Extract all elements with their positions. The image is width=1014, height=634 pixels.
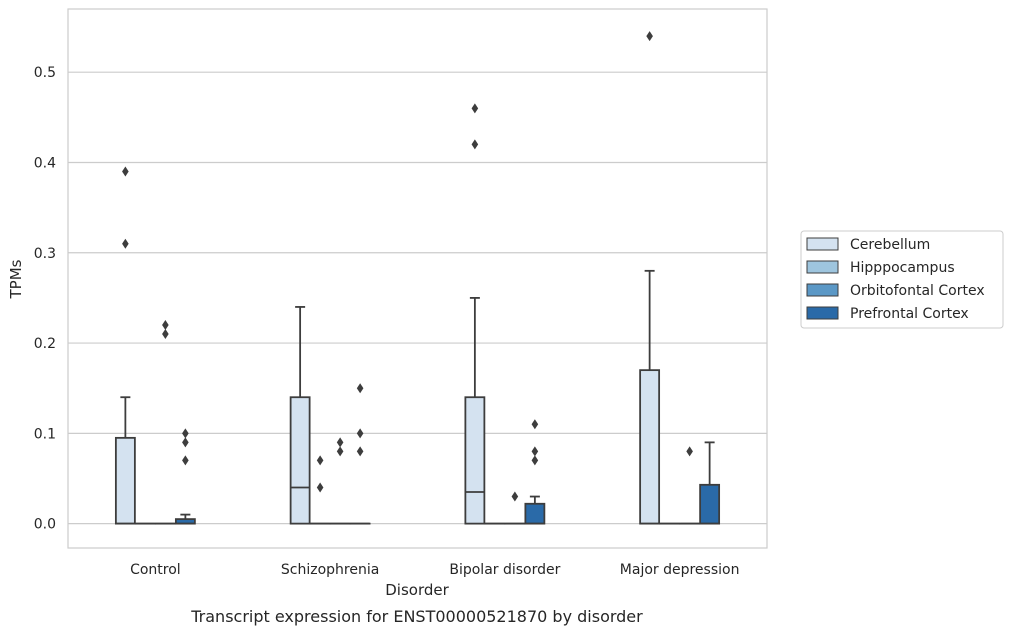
box bbox=[114, 436, 136, 525]
outlier-point bbox=[182, 437, 189, 448]
outlier-point bbox=[336, 446, 344, 457]
x-tick-label: Major depression bbox=[620, 562, 740, 578]
x-tick-label: Bipolar disorder bbox=[449, 562, 560, 578]
legend-entry: Cerebellum bbox=[850, 237, 930, 253]
box-group bbox=[309, 455, 331, 525]
box bbox=[639, 369, 661, 525]
y-axis-label: TPMs bbox=[7, 259, 25, 299]
outlier-point bbox=[122, 166, 129, 177]
box-series bbox=[114, 31, 721, 525]
y-tick-label: 0.1 bbox=[34, 426, 56, 442]
box-group bbox=[114, 166, 136, 525]
legend-entry: Hipppocampus bbox=[850, 260, 955, 276]
legend-swatch bbox=[806, 237, 839, 251]
outlier-point bbox=[356, 428, 364, 439]
box-group bbox=[679, 446, 701, 525]
outlier-point bbox=[316, 455, 324, 466]
plot-frame bbox=[67, 8, 768, 549]
legend-swatch bbox=[806, 306, 839, 320]
outlier-point bbox=[646, 31, 653, 42]
y-tick-label: 0.0 bbox=[34, 517, 56, 533]
y-tick-label: 0.4 bbox=[34, 155, 56, 171]
legend-entry: Prefrontal Cortex bbox=[850, 306, 969, 322]
y-tick-label: 0.2 bbox=[34, 336, 56, 352]
y-gridlines bbox=[68, 71, 767, 525]
box-group bbox=[329, 437, 351, 525]
outlier-point bbox=[162, 319, 169, 330]
box bbox=[464, 396, 486, 525]
outlier-point bbox=[182, 428, 189, 439]
box bbox=[289, 396, 311, 525]
outlier-point bbox=[471, 139, 479, 150]
x-tick-labels: Control Schizophrenia Bipolar disorder Majo… bbox=[130, 562, 739, 578]
legend-entry: Orbitofontal Cortex bbox=[850, 283, 985, 299]
outlier-point bbox=[471, 103, 479, 114]
x-axis-label: Disorder bbox=[385, 581, 449, 599]
legend-swatch bbox=[806, 260, 839, 274]
outlier-point bbox=[531, 446, 539, 457]
box-group bbox=[289, 306, 311, 525]
chart-caption: Transcript expression for ENST0000052187… bbox=[190, 607, 643, 626]
outlier-point bbox=[511, 491, 519, 502]
y-tick-label: 0.3 bbox=[34, 246, 56, 262]
outlier-point bbox=[531, 419, 539, 430]
box-group bbox=[699, 441, 721, 525]
outlier-point bbox=[162, 329, 169, 340]
outlier-point bbox=[122, 238, 129, 249]
legend-frame bbox=[800, 230, 1004, 329]
box-group bbox=[504, 491, 526, 525]
x-tick-label: Schizophrenia bbox=[281, 562, 379, 578]
box bbox=[699, 483, 721, 525]
box-group bbox=[174, 428, 196, 525]
outlier-point bbox=[686, 446, 693, 457]
outlier-point bbox=[356, 446, 364, 457]
legend-swatch bbox=[806, 283, 839, 297]
box-group bbox=[154, 319, 176, 525]
legend: Cerebellum Hipppocampus Orbitofontal Corte… bbox=[800, 230, 1004, 329]
box-group bbox=[524, 419, 546, 525]
box-group bbox=[349, 383, 371, 525]
outlier-point bbox=[356, 383, 364, 394]
box-group bbox=[464, 103, 486, 525]
box-group bbox=[639, 31, 661, 525]
outlier-point bbox=[531, 455, 539, 466]
outlier-point bbox=[316, 482, 324, 493]
outlier-point bbox=[182, 455, 189, 466]
x-tick-label: Control bbox=[130, 562, 181, 578]
y-tick-labels: 0.0 0.1 0.2 0.3 0.4 0.5 bbox=[34, 65, 56, 532]
y-tick-label: 0.5 bbox=[34, 65, 56, 81]
box bbox=[524, 502, 546, 525]
outlier-point bbox=[336, 437, 344, 448]
